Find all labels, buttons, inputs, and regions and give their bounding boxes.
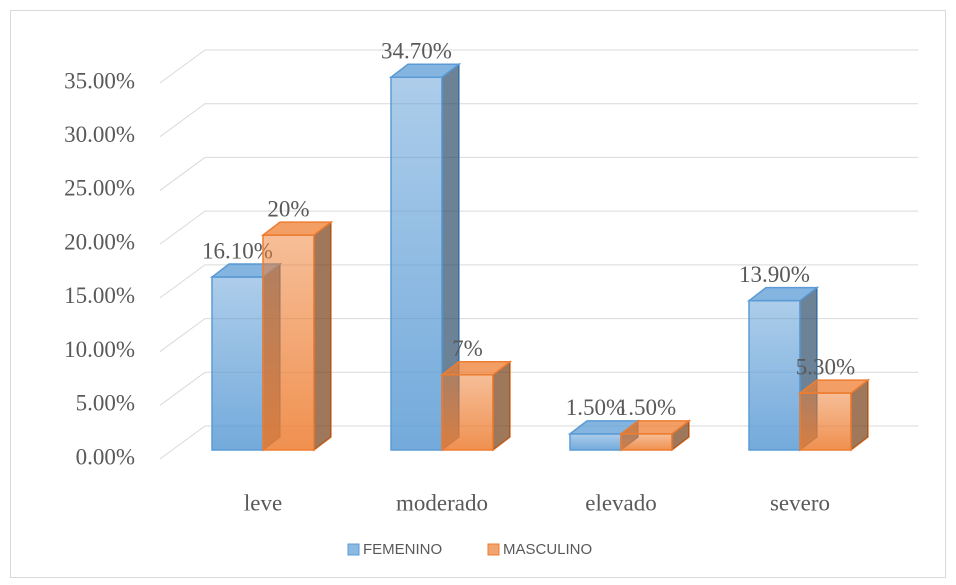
- bar-side-shade: [672, 420, 689, 450]
- bar: [262, 234, 315, 451]
- grid-line: [159, 49, 918, 84]
- legend-swatch: [347, 543, 360, 556]
- grid-line: [159, 210, 918, 245]
- legend-swatch: [487, 543, 500, 556]
- bar: [441, 374, 494, 451]
- grid-line: [159, 103, 918, 138]
- grid-line: [159, 318, 918, 352]
- y-tick-label: 20.00%: [64, 229, 135, 254]
- bar: [390, 76, 443, 451]
- y-tick-label: 15.00%: [64, 283, 135, 308]
- data-label: 13.90%: [739, 262, 810, 287]
- bar: [799, 392, 852, 451]
- bar: [569, 433, 622, 451]
- legend-label: FEMENINO: [363, 541, 442, 558]
- bar: [748, 299, 801, 451]
- x-tick-label: moderado: [396, 490, 488, 515]
- data-label: 5.30%: [796, 354, 855, 379]
- legend-label: MASCULINO: [503, 541, 592, 558]
- bar: [211, 276, 264, 451]
- grid-line: [159, 371, 918, 406]
- x-tick-label: leve: [244, 490, 282, 515]
- data-label: 7%: [452, 336, 483, 361]
- grid-line: [159, 156, 918, 191]
- bar-side-shade: [851, 380, 868, 450]
- y-tick-label: 25.00%: [64, 176, 135, 201]
- data-label: 34.70%: [381, 39, 452, 64]
- bar: [620, 433, 673, 451]
- x-tick-label: severo: [770, 490, 830, 515]
- grid-line: [159, 264, 918, 299]
- bar-side-shade: [442, 64, 459, 451]
- y-tick-label: 35.00%: [64, 68, 135, 93]
- data-label: 1.50%: [617, 395, 676, 420]
- y-tick-label: 0.00%: [76, 444, 135, 469]
- y-tick-label: 10.00%: [64, 337, 135, 362]
- data-label: 20%: [267, 196, 309, 221]
- bar-side-shade: [493, 361, 510, 450]
- data-label: 16.10%: [202, 238, 273, 263]
- data-label: 1.50%: [566, 395, 625, 420]
- bar-side-shade: [314, 222, 331, 450]
- x-tick-label: elevado: [585, 490, 657, 515]
- y-tick-label: 30.00%: [64, 122, 135, 147]
- y-tick-label: 5.00%: [76, 391, 135, 416]
